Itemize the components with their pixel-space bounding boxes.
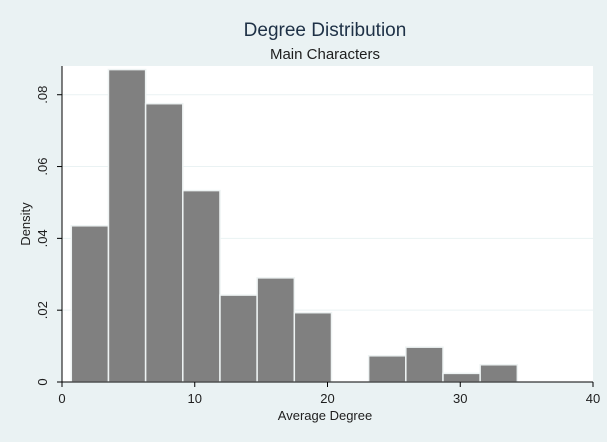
histogram-bars bbox=[70, 68, 519, 383]
x-tick-label-0: 0 bbox=[58, 391, 65, 406]
histogram-bar-11 bbox=[479, 364, 519, 383]
histogram-bar-6 bbox=[293, 311, 333, 383]
tick-labels: 0 10 20 30 40 0 .02 .04 .06 .08 bbox=[35, 86, 600, 406]
histogram-bar-1 bbox=[107, 68, 147, 383]
y-tick-label-4: .08 bbox=[35, 86, 50, 104]
histogram-bar-4 bbox=[219, 294, 258, 383]
histogram-bar-2 bbox=[144, 102, 184, 383]
chart-title: Degree Distribution bbox=[244, 20, 407, 41]
histogram-bar-10 bbox=[442, 372, 481, 383]
x-axis-label: Average Degree bbox=[278, 408, 372, 423]
x-tick-label-2: 20 bbox=[320, 391, 334, 406]
x-tick-label-3: 30 bbox=[453, 391, 467, 406]
y-tick-label-1: .02 bbox=[35, 301, 50, 319]
histogram-bar-3 bbox=[182, 189, 221, 383]
y-tick-label-3: .06 bbox=[35, 158, 50, 176]
x-tick-label-1: 10 bbox=[188, 391, 202, 406]
chart-subtitle: Main Characters bbox=[270, 46, 380, 63]
y-tick-label-2: .04 bbox=[35, 229, 50, 247]
histogram-bar-9 bbox=[405, 346, 444, 383]
x-tick-label-4: 40 bbox=[586, 391, 600, 406]
histogram-bar-5 bbox=[256, 277, 296, 383]
y-axis-label: Density bbox=[18, 202, 33, 246]
histogram-bar-0 bbox=[70, 225, 110, 383]
histogram-bar-8 bbox=[367, 355, 407, 383]
y-tick-label-0: 0 bbox=[35, 378, 50, 385]
